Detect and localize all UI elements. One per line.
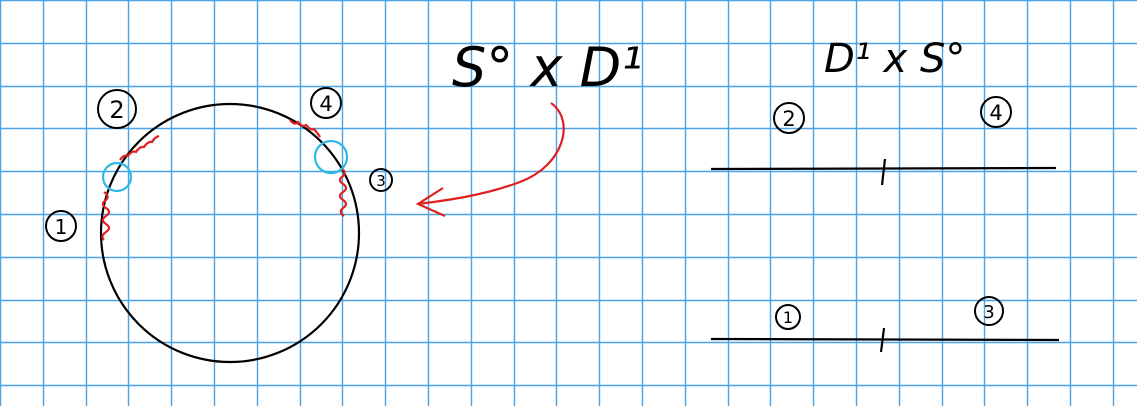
circle-s1 <box>99 102 361 364</box>
label-4-left: 4 <box>310 87 342 119</box>
label-4-right-text: 4 <box>989 101 1002 125</box>
label-2-left: 2 <box>97 89 137 129</box>
cyan-circle-left <box>101 161 133 193</box>
squiggle-region-4 <box>289 119 321 138</box>
label-3-right-text: 3 <box>983 302 994 323</box>
label-4-left-text: 4 <box>319 92 332 116</box>
label-2-right-text: 2 <box>782 107 795 131</box>
squiggle-region-1 <box>101 191 111 241</box>
label-3-left-text: 3 <box>376 172 386 190</box>
label-2-right: 2 <box>773 102 805 134</box>
squiggle-region-2 <box>119 134 160 161</box>
label-3-right: 3 <box>974 296 1004 326</box>
red-arrow-shaft <box>417 102 565 206</box>
label-1-left: 1 <box>45 210 77 242</box>
label-1-left-text: 1 <box>55 215 68 239</box>
red-arrow-head <box>415 187 446 218</box>
left-title: S° x D¹ <box>452 36 643 99</box>
label-2-left-text: 2 <box>109 96 124 124</box>
label-3-left: 3 <box>369 168 393 192</box>
cyan-circle-right <box>313 139 349 175</box>
interval-bottom <box>710 337 1060 342</box>
label-4-right: 4 <box>980 96 1012 128</box>
tick-top <box>880 158 887 186</box>
right-title: D¹ x S° <box>824 36 965 82</box>
tick-bottom <box>879 327 886 353</box>
squiggle-region-3 <box>338 167 348 217</box>
label-1-right: 1 <box>775 304 801 330</box>
label-1-right-text: 1 <box>783 308 793 327</box>
